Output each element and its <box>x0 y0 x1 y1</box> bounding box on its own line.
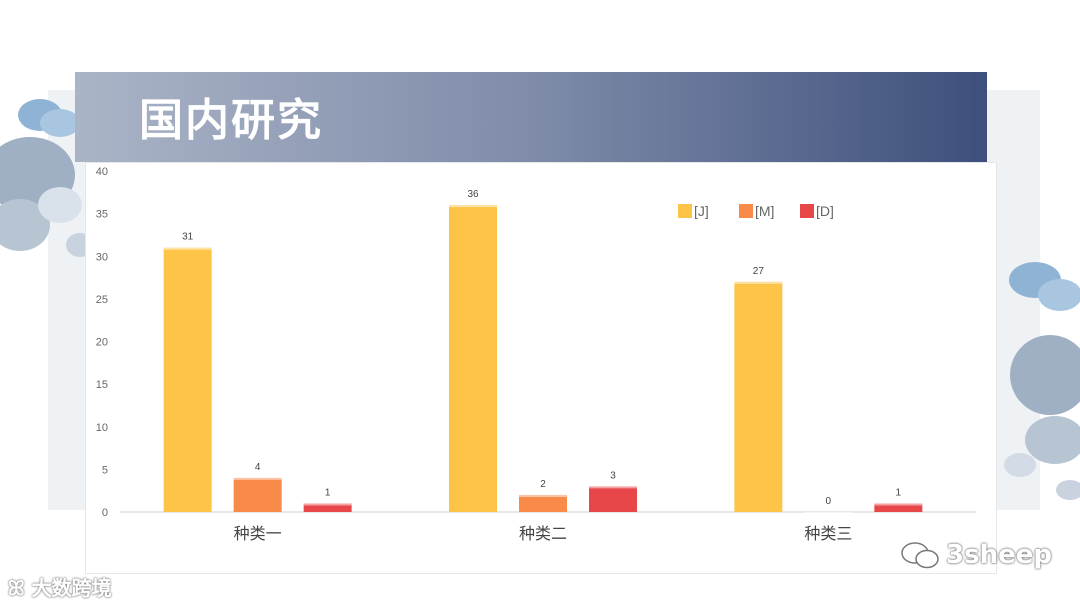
watermark-left: ꕤ 大数跨境 <box>8 572 112 601</box>
y-tick-label: 25 <box>96 294 108 306</box>
data-label: 4 <box>255 462 261 473</box>
cloud-decoration-right <box>1004 262 1080 500</box>
legend-label: [D] <box>816 203 834 219</box>
bar <box>589 486 637 512</box>
bar <box>734 281 783 512</box>
watermark-logo-icon: ꕤ <box>8 576 25 600</box>
data-label: 36 <box>467 189 479 200</box>
legend-label: [J] <box>694 203 709 219</box>
category-label: 种类一 <box>234 525 282 543</box>
data-label: 1 <box>325 487 331 498</box>
bar <box>874 503 923 512</box>
y-tick-label: 35 <box>96 209 108 221</box>
y-tick-label: 0 <box>102 507 108 519</box>
data-label: 1 <box>896 487 902 498</box>
data-label: 0 <box>826 496 832 507</box>
y-tick-label: 20 <box>96 337 108 349</box>
bar <box>449 205 497 512</box>
watermark-right-text: 3sheep <box>946 540 1052 570</box>
category-label: 种类三 <box>804 525 852 543</box>
y-tick-label: 10 <box>96 422 108 434</box>
watermark-right: 3sheep <box>900 540 1052 570</box>
data-label: 2 <box>540 479 546 490</box>
bar-chart: 0 5 10 15 20 25 30 35 40 31 4 1 种类一 36 2 3 种类二 27 0 1 种类三 [J]… <box>96 166 976 543</box>
wechat-icon <box>901 542 939 569</box>
bar <box>303 503 352 512</box>
watermark-left-text: 大数跨境 <box>31 576 112 600</box>
legend-swatch <box>739 204 753 218</box>
category-label: 种类二 <box>519 525 567 543</box>
legend-swatch <box>800 204 814 218</box>
y-tick-label: 15 <box>96 379 108 391</box>
data-label: 27 <box>753 266 765 277</box>
legend-label: [M] <box>755 203 774 219</box>
chart-card: 0 5 10 15 20 25 30 35 40 31 4 1 种类一 36 2 3 种类二 27 0 1 种类三 [J]… <box>85 162 997 574</box>
y-tick-label: 40 <box>96 166 108 178</box>
y-tick-label: 5 <box>102 464 108 476</box>
slide-title: 国内研究 <box>139 95 323 146</box>
legend-swatch <box>678 204 692 218</box>
bar <box>163 247 212 512</box>
data-label: 31 <box>182 232 194 243</box>
data-label: 3 <box>610 470 616 481</box>
bar <box>233 477 282 512</box>
y-tick-label: 30 <box>96 251 108 263</box>
bar <box>519 494 567 512</box>
title-banner: 国内研究 <box>75 72 987 162</box>
